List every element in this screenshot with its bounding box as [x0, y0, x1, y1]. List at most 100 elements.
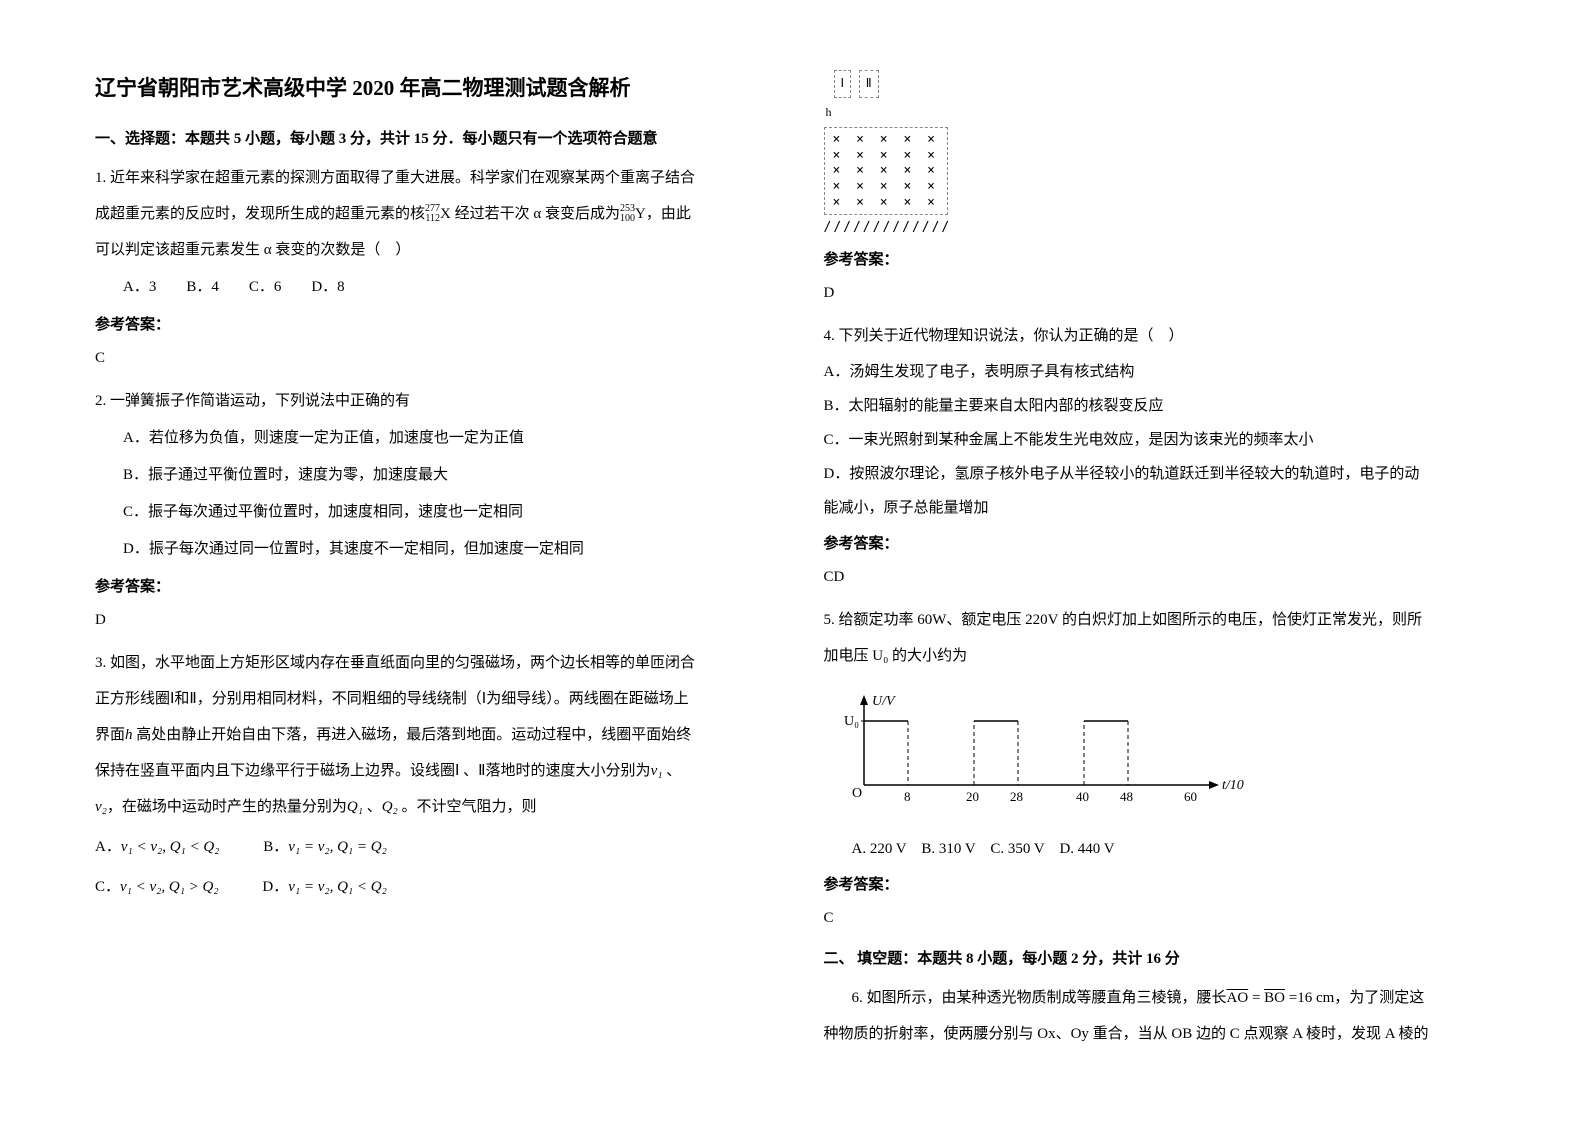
q5-answer-label: 参考答案： [824, 872, 1493, 899]
q6-text1: 6. 如图所示，由某种透光物质制成等腰直角三棱镜，腰长 [852, 990, 1227, 1006]
q4-text: 4. 下列关于近代物理知识说法，你认为正确的是（ ） [824, 321, 1493, 351]
q5-ylabel: U/V [872, 694, 896, 709]
q1-n2-sym: Y， [635, 206, 661, 222]
q4-optA: A．汤姆生发现了电子，表明原子具有核式结构 [824, 357, 1493, 387]
q1-line3: 可以判定该超重元素发生 α 衰变的次数是（ ） [95, 235, 764, 265]
q2-answer-label: 参考答案： [95, 574, 764, 601]
question-1: 1. 近年来科学家在超重元素的探测方面取得了重大进展。科学家们在观察某两个重离子… [95, 163, 764, 304]
q3-optD: D．v₁ = v₂, Q₁ < Q₂ [262, 872, 386, 902]
q5-origin: O [852, 786, 862, 801]
question-2: 2. 一弹簧振子作简谐运动，下列说法中正确的有 A．若位移为负值，则速度一定为正… [95, 386, 764, 566]
left-column: 辽宁省朝阳市艺术高级中学 2020 年高二物理测试题含解析 一、选择题：本题共 … [95, 70, 764, 1054]
q2-optC: C．振子每次通过平衡位置时，加速度相同，速度也一定相同 [123, 496, 764, 529]
question-4: 4. 下列关于近代物理知识说法，你认为正确的是（ ） A．汤姆生发现了电子，表明… [824, 321, 1493, 523]
q3-diagram: Ⅰ Ⅱ h × × × × × × × × × × × × × × × × × … [824, 70, 1493, 239]
q1-answer-label: 参考答案： [95, 312, 764, 339]
q3-text4a: 保持在竖直平面内且下边缘平行于磁场上边界。设线圈Ⅰ 、Ⅱ落地时的速度大小分别为 [95, 763, 651, 779]
right-column: Ⅰ Ⅱ h × × × × × × × × × × × × × × × × × … [824, 70, 1493, 1054]
q4-answer: CD [824, 564, 1493, 591]
q3-optA: A．v₁ < v₂, Q₁ < Q₂ [95, 832, 219, 862]
question-5: 5. 给额定功率 60W、额定电压 220V 的白炽灯加上如图所示的电压，恰使灯… [824, 605, 1493, 864]
q4-optB: B．太阳辐射的能量主要来自太阳内部的核裂变反应 [824, 391, 1493, 421]
q3-optB: B．v₁ = v₂, Q₁ = Q₂ [263, 832, 387, 862]
q3-xrow2: × × × × × [833, 148, 939, 164]
q3-optD-label: D． [262, 879, 288, 895]
q5-xt-60: 60 [1184, 789, 1197, 804]
q3-optC: C．v₁ < v₂, Q₁ > Q₂ [95, 872, 219, 902]
q3-box1: Ⅰ [834, 70, 852, 98]
q1-text2a: 成超重元素的反应时，发现所生成的超重元素的核 [95, 206, 425, 222]
q3-xrow5: × × × × × [833, 195, 939, 211]
q3-v2: v₂ [95, 799, 107, 815]
q4-optD1: D．按照波尔理论，氢原子核外电子从半径较小的轨道跃迁到半径较大的轨道时，电子的动 [824, 459, 1493, 489]
q6-text1b: =16 cm，为了测定这 [1285, 990, 1424, 1006]
q4-optC: C．一束光照射到某种金属上不能发生光电效应，是因为该束光的频率太小 [824, 425, 1493, 455]
q5-xt-8: 8 [904, 789, 911, 804]
q3-optB-label: B． [263, 839, 288, 855]
question-6: 6. 如图所示，由某种透光物质制成等腰直角三棱镜，腰长AO = BO =16 c… [824, 983, 1493, 1013]
q3-v1: v₁ [651, 763, 663, 779]
q3-text5d: 。不计空气阻力，则 [402, 799, 537, 815]
section-b-header: 二、 填空题：本题共 8 小题，每小题 2 分，共计 16 分 [824, 946, 1493, 973]
q3-xrow4: × × × × × [833, 179, 939, 195]
q3-optC-formula: v₁ < v₂, Q₁ > Q₂ [120, 879, 219, 895]
q5-xt-20: 20 [966, 789, 979, 804]
q3-optA-label: A． [95, 839, 121, 855]
q1-n1-sym: X [440, 206, 451, 222]
q1-options: A．3 B．4 C．6 D．8 [95, 271, 764, 304]
q5-xt-28: 28 [1010, 789, 1023, 804]
section-a-header: 一、选择题：本题共 5 小题，每小题 3 分，共计 15 分．每小题只有一个选项… [95, 126, 764, 153]
q6-eq: = [1248, 990, 1264, 1006]
q3-xrow1: × × × × × [833, 132, 939, 148]
q3-box2: Ⅱ [859, 70, 879, 98]
q3-answer: D [824, 280, 1493, 307]
q3-h-label: h [826, 102, 1493, 124]
q2-optD: D．振子每次通过同一位置时，其速度不一定相同，但加速度一定相同 [123, 533, 764, 566]
q1-line1: 1. 近年来科学家在超重元素的探测方面取得了重大进展。科学家们在观察某两个重离子… [95, 163, 764, 193]
q3-text4b: 、 [666, 763, 681, 779]
q3-answer-label: 参考答案： [824, 247, 1493, 274]
q3-magnet-region: × × × × × × × × × × × × × × × × × × × × … [824, 127, 948, 215]
q5-answer: C [824, 905, 1493, 932]
q1-text2b: 经过若干次 α 衰变后成为 [455, 206, 620, 222]
q3-line2: 正方形线圈Ⅰ和Ⅱ，分别用相同材料，不同粗细的导线绕制（Ⅰ为细导线）。两线圈在距磁… [95, 684, 764, 714]
q3-xrow3: × × × × × [833, 163, 939, 179]
q2-text: 2. 一弹簧振子作简谐运动，下列说法中正确的有 [95, 386, 764, 416]
q5-line1: 5. 给额定功率 60W、额定电压 220V 的白炽灯加上如图所示的电压，恰使灯… [824, 605, 1493, 635]
q6-BO: BO [1264, 990, 1285, 1006]
q3-q1: Q₁ [347, 799, 363, 815]
q1-n2-bot: 100 [620, 213, 635, 224]
doc-title: 辽宁省朝阳市艺术高级中学 2020 年高二物理测试题含解析 [95, 70, 764, 108]
q3-optD-formula: v₁ = v₂, Q₁ < Q₂ [288, 879, 387, 895]
q3-text5c: 、 [367, 799, 382, 815]
q3-q2: Q₂ [382, 799, 398, 815]
q5-xt-48: 48 [1120, 789, 1133, 804]
question-3: 3. 如图，水平地面上方矩形区域内存在垂直纸面向里的匀强磁场，两个边长相等的单匝… [95, 648, 764, 902]
q3-line5: v₂，在磁场中运动时产生的热量分别为Q₁ 、Q₂ 。不计空气阻力，则 [95, 792, 764, 822]
q1-answer: C [95, 345, 764, 372]
q3-ground: ///////////// [824, 216, 1493, 239]
q5-chart: U/V U₀ O t/10⁻³s 8 20 [824, 685, 1244, 815]
q3-line3: 界面h 高处由静止开始自由下落，再进入磁场，最后落到地面。运动过程中，线圈平面始… [95, 720, 764, 750]
q4-optD2: 能减小，原子总能量增加 [824, 493, 1493, 523]
q1-line2: 成超重元素的反应时，发现所生成的超重元素的核277112X 经过若干次 α 衰变… [95, 199, 764, 229]
q3-optA-formula: v₁ < v₂, Q₁ < Q₂ [121, 839, 220, 855]
q5-xt-40: 40 [1076, 789, 1089, 804]
q3-optB-formula: v₁ = v₂, Q₁ = Q₂ [288, 839, 387, 855]
q4-answer-label: 参考答案： [824, 531, 1493, 558]
q2-optA: A．若位移为负值，则速度一定为正值，加速度也一定为正值 [123, 422, 764, 455]
q3-text5b: ，在磁场中运动时产生的热量分别为 [107, 799, 347, 815]
q2-optB: B．振子通过平衡位置时，速度为零，加速度最大 [123, 459, 764, 492]
q3-text3b: 高处由静止开始自由下落，再进入磁场，最后落到地面。运动过程中，线圈平面始终 [136, 727, 691, 743]
q5-line2: 加电压 U₀ 的大小约为 [824, 641, 1493, 671]
q1-text2c: 由此 [661, 206, 691, 222]
q1-n1-bot: 112 [425, 213, 440, 224]
q3-text3a: 界面 [95, 727, 125, 743]
q5-u0: U₀ [844, 714, 859, 729]
q3-h: h [125, 727, 133, 743]
q3-line4: 保持在竖直平面内且下边缘平行于磁场上边界。设线圈Ⅰ 、Ⅱ落地时的速度大小分别为v… [95, 756, 764, 786]
q5-xlabel: t/10⁻³s [1222, 778, 1244, 793]
q6-text2: 种物质的折射率，使两腰分别与 Ox、Oy 重合，当从 OB 边的 C 点观察 A… [824, 1021, 1493, 1048]
q6-AO: AO [1227, 990, 1249, 1006]
q3-optC-label: C． [95, 879, 120, 895]
